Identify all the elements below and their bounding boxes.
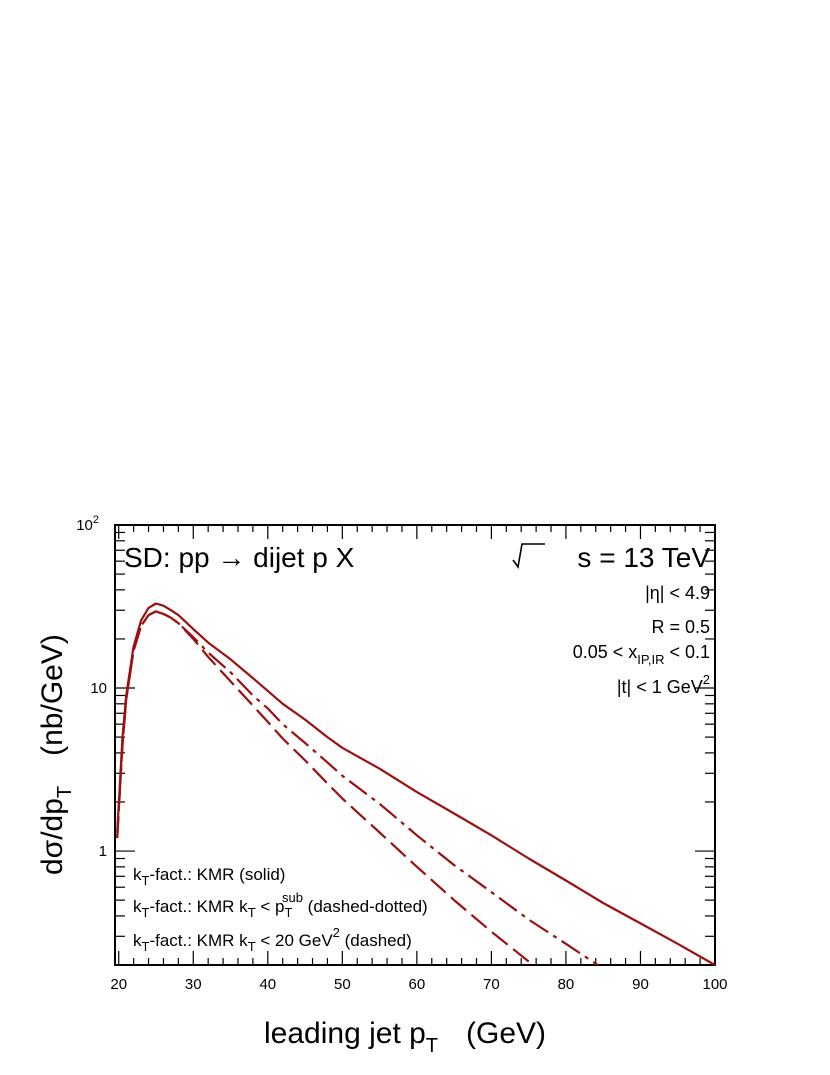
y-axis-label: dσ/dpT(nb/GeV) xyxy=(36,634,76,875)
y-tick-label: 102 xyxy=(76,514,99,534)
cut-radius: R = 0.5 xyxy=(651,617,710,637)
x-tick-label: 70 xyxy=(483,976,500,993)
legend-entry-dashed: kT-fact.: KMR kT < 20 GeV2 (dashed) xyxy=(133,925,412,954)
cut-t-sup: 2 xyxy=(703,672,710,687)
x-tick-label: 50 xyxy=(334,976,351,993)
plot-frame xyxy=(114,524,716,966)
series-dashed-line xyxy=(116,610,535,966)
y-tick-label: 1 xyxy=(99,843,107,860)
x-tick-label: 60 xyxy=(409,976,426,993)
legend: kT-fact.: KMR (solid) kT-fact.: KMR kT <… xyxy=(133,865,428,954)
x-tick-label: 30 xyxy=(185,976,202,993)
chart-title: SD: pp → dijet p X xyxy=(124,542,355,573)
cut-eta: |η| < 4.9 xyxy=(645,583,710,603)
x-tick-label: 20 xyxy=(110,976,127,993)
x-tick-label: 90 xyxy=(632,976,649,993)
cut-xpom-tail: < 0.1 xyxy=(664,642,710,662)
series-solid-line xyxy=(116,602,716,966)
svg-text:s = 13 TeV: s = 13 TeV xyxy=(577,542,710,573)
x-tick-label: 40 xyxy=(259,976,276,993)
sqrt-symbol xyxy=(512,543,545,570)
energy-prefix: s xyxy=(577,542,591,573)
series-dashdot-line xyxy=(116,610,599,966)
legend-entry-solid: kT-fact.: KMR (solid) xyxy=(133,865,285,888)
energy-value: = 13 TeV xyxy=(591,542,710,573)
x-axis-label: leading jet pT (GeV) xyxy=(264,1017,546,1057)
cuts-annotations: |η| < 4.9 R = 0.5 0.05 < xIP,IR < 0.1 |t… xyxy=(573,583,710,697)
series-curves xyxy=(116,602,716,966)
x-tick-label: 80 xyxy=(558,976,575,993)
y-tick-label: 10 xyxy=(90,680,107,697)
axis-ticks xyxy=(115,524,716,966)
energy-label: s = 13 TeV xyxy=(512,542,710,573)
cut-xpom-sub: IP,IR xyxy=(637,652,664,667)
y-tick-labels: 1 10 102 xyxy=(76,514,107,860)
x-tick-labels: 20 30 40 50 60 70 80 90 100 xyxy=(110,976,727,993)
cut-t: |t| < 1 GeV2 xyxy=(617,672,710,697)
x-tick-label: 100 xyxy=(702,976,727,993)
cut-xpom: 0.05 < xIP,IR < 0.1 xyxy=(573,642,710,667)
legend-entry-dashdot: kT-fact.: KMR kT < pTsub (dashed-dotted) xyxy=(133,890,428,920)
